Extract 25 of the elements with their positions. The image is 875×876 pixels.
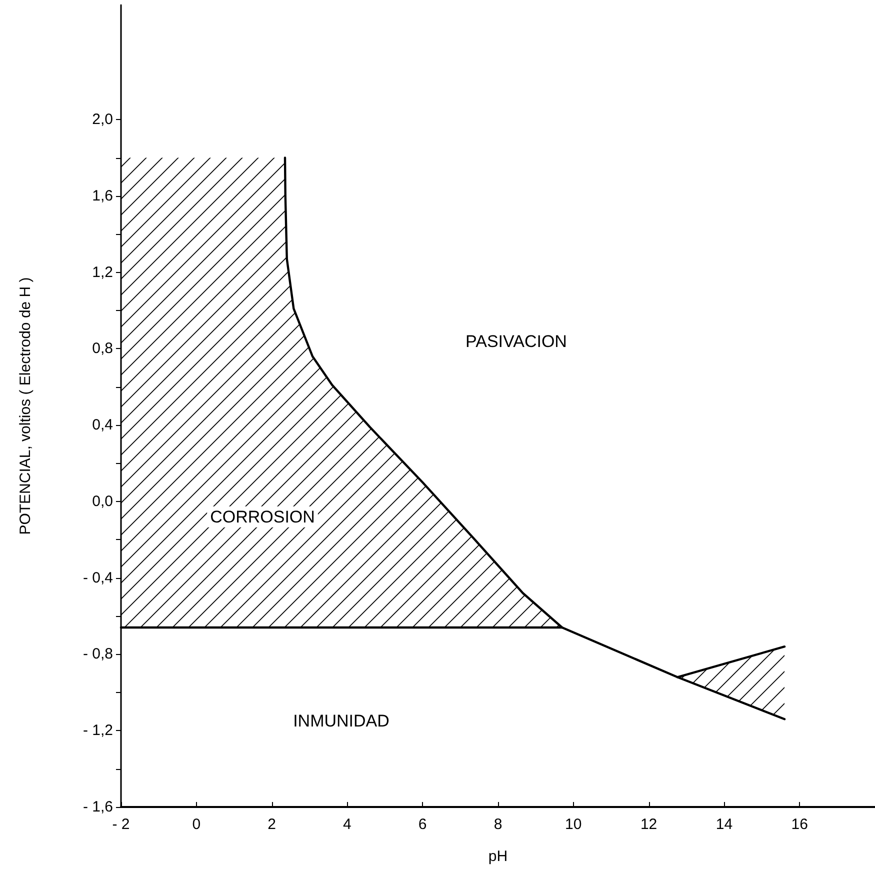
x-tick-label: 0 [192,816,201,833]
y-tick-label: - 1,6 [82,798,113,816]
x-tick-label: 8 [494,816,502,833]
x-tick-label: - 2 [112,816,130,833]
y-tick-label: 1,6 [92,187,113,204]
x-tick-label: 12 [640,816,658,833]
x-tick-label: 6 [418,816,427,833]
y-tick-label: 0,0 [92,492,113,510]
annotation: CORROSION [210,507,315,526]
x-tick-label: 16 [791,816,808,833]
y-tick-label: 0,8 [92,340,113,358]
annotation: PASIVACION [466,332,567,352]
y-tick-label: - 0,4 [82,569,113,586]
y-tick-label: - 1,2 [82,722,113,740]
x-tick-label: 4 [343,816,352,833]
annotation: INMUNIDAD [293,711,390,730]
y-tick-label: 2,0 [92,111,113,128]
x-axis-title: pH [488,848,508,865]
y-tick-label: 0,4 [92,416,113,434]
x-tick-label: 14 [716,816,733,833]
x-tick-label: 10 [565,816,582,833]
x-tick-label: 2 [268,816,276,833]
y-tick-label: - 0,8 [82,646,113,663]
y-axis-title: POTENCIAL, voltios ( Electrodo de H ) [17,277,34,535]
y-tick-label: 1,2 [92,264,113,281]
